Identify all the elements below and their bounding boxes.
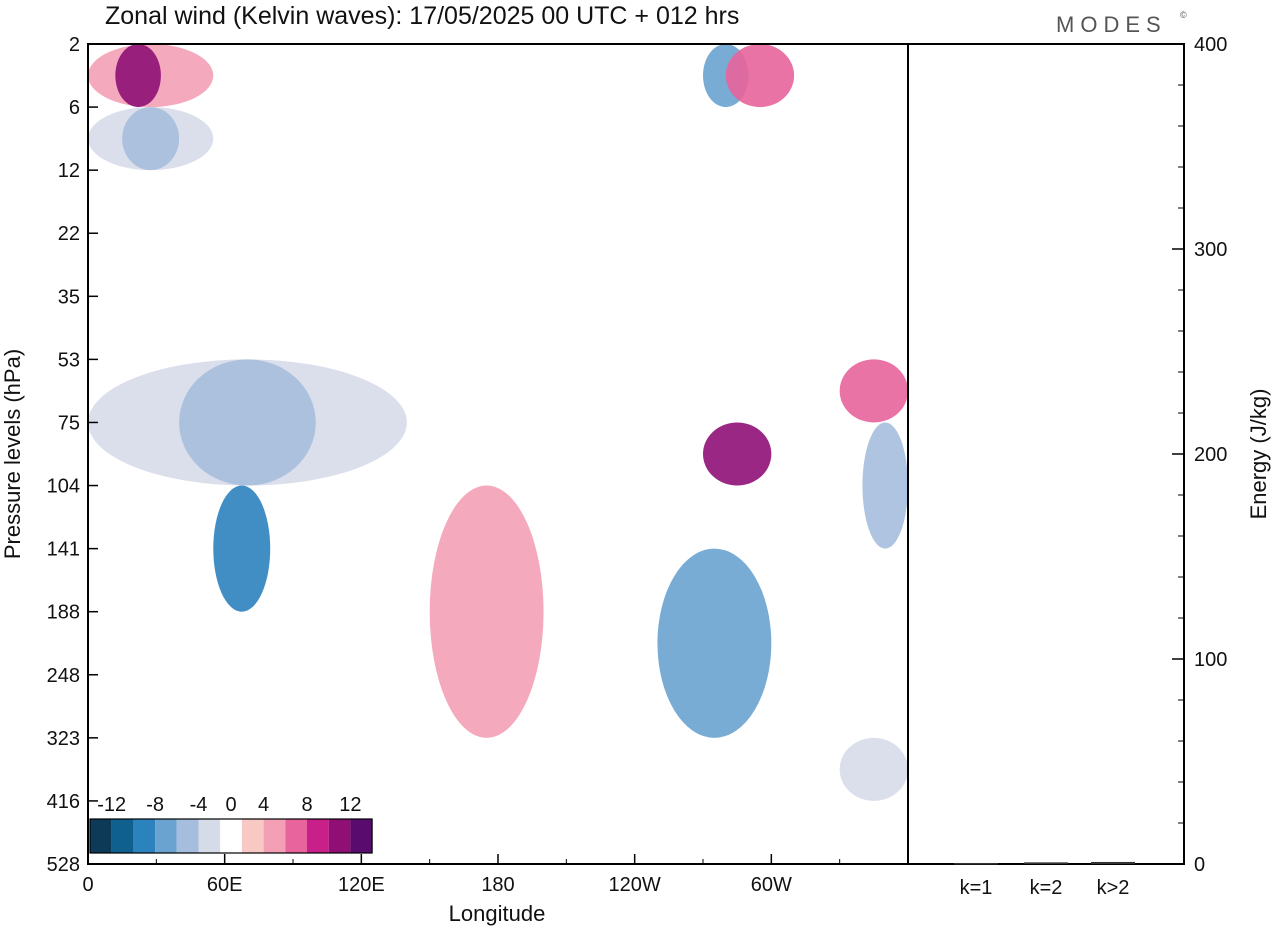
- wind-anomaly-1: [115, 44, 161, 108]
- energy-bar-label: k=1: [960, 877, 993, 899]
- energy-tick-label: 100: [1194, 649, 1227, 671]
- wind-anomaly-3: [122, 107, 180, 171]
- x-tick-label: 120E: [338, 874, 385, 896]
- energy-bar-k=1: [954, 862, 998, 865]
- wind-anomaly-13: [862, 422, 908, 549]
- energy-bar-k>2: [1091, 861, 1135, 864]
- energy-bar-label: k=2: [1030, 877, 1063, 899]
- energy-tick-label: 200: [1194, 444, 1227, 466]
- y-tick-label: 141: [47, 539, 80, 561]
- logo-mark: ©: [1180, 10, 1187, 20]
- y-tick-label: 35: [58, 286, 80, 308]
- x-tick-label: 60W: [751, 874, 792, 896]
- colorbar-label: 4: [258, 794, 269, 816]
- y-tick-label: 75: [58, 412, 80, 434]
- wind-field: [88, 44, 908, 801]
- longitude-axis: 0 60E 120E 180 120W 60W: [82, 854, 841, 896]
- colorbar-swatch: [241, 819, 264, 853]
- colorbar-swatch: [307, 819, 329, 853]
- y-tick-label: 104: [47, 476, 80, 498]
- colorbar: -12 -8 -4 0 4 8 12: [89, 794, 373, 854]
- y-axis-label: Pressure levels (hPa): [0, 349, 25, 559]
- wind-anomaly-9: [657, 548, 772, 738]
- energy-axis-label: Energy (J/kg): [1246, 389, 1271, 520]
- energy-bars: k=1 k=2 k>2: [954, 861, 1135, 899]
- colorbar-swatch: [220, 819, 242, 853]
- colorbar-label: -12: [97, 794, 126, 816]
- colorbar-label: 0: [225, 794, 236, 816]
- wind-anomaly-14: [839, 737, 908, 801]
- colorbar-swatch: [350, 819, 373, 853]
- y-tick-label: 22: [58, 223, 80, 245]
- colorbar-swatch: [285, 819, 307, 853]
- colorbar-swatch: [90, 819, 112, 853]
- colorbar-swatch: [263, 819, 286, 853]
- y-tick-label: 2: [69, 34, 80, 56]
- energy-tick-label: 0: [1194, 854, 1205, 876]
- energy-bar-k=2: [1024, 862, 1068, 864]
- x-tick-label: 120W: [609, 874, 661, 896]
- colorbar-swatch: [155, 819, 177, 853]
- x-axis-label: Longitude: [449, 901, 546, 926]
- y-tick-label: 53: [58, 349, 80, 371]
- energy-tick-label: 300: [1194, 239, 1227, 261]
- y-tick-label: 528: [47, 854, 80, 876]
- modes-logo: MODES ©: [1056, 10, 1187, 37]
- y-tick-label: 416: [47, 791, 80, 813]
- wind-anomaly-5: [725, 44, 795, 108]
- wind-anomaly-12: [839, 359, 908, 423]
- energy-plot-frame: [907, 43, 1185, 865]
- logo-text: MODES: [1056, 12, 1167, 37]
- colorbar-label: -8: [146, 794, 164, 816]
- wind-anomaly-8: [213, 485, 271, 612]
- energy-bar-label: k>2: [1097, 877, 1130, 899]
- colorbar-frame: [89, 818, 373, 854]
- energy-axis: 0 100 200 300 400: [1172, 34, 1227, 876]
- colorbar-label: 8: [301, 794, 312, 816]
- wind-anomaly-7: [179, 359, 316, 486]
- y-tick-label: 6: [69, 97, 80, 119]
- y-tick-label: 248: [47, 665, 80, 687]
- y-tick-label: 323: [47, 728, 80, 750]
- colorbar-swatch: [198, 819, 221, 853]
- colorbar-label: -4: [190, 794, 208, 816]
- pressure-axis: 2 6 12 22 35 53 75 104 141 188 248 323 416 528: [47, 34, 98, 876]
- chart-title: Zonal wind (Kelvin waves): 17/05/2025 00…: [105, 2, 739, 30]
- wind-anomaly-11: [703, 422, 772, 486]
- colorbar-label: 12: [339, 794, 361, 816]
- x-tick-label: 180: [481, 874, 514, 896]
- wind-anomaly-10: [429, 485, 544, 738]
- colorbar-swatch: [328, 819, 351, 853]
- y-tick-label: 12: [58, 160, 80, 182]
- colorbar-swatch: [133, 819, 156, 853]
- colorbar-swatch: [111, 819, 134, 853]
- colorbar-swatch: [176, 819, 199, 853]
- energy-tick-label: 400: [1194, 34, 1227, 56]
- x-tick-label: 60E: [207, 874, 243, 896]
- x-tick-label: 0: [82, 874, 93, 896]
- y-tick-label: 188: [47, 602, 80, 624]
